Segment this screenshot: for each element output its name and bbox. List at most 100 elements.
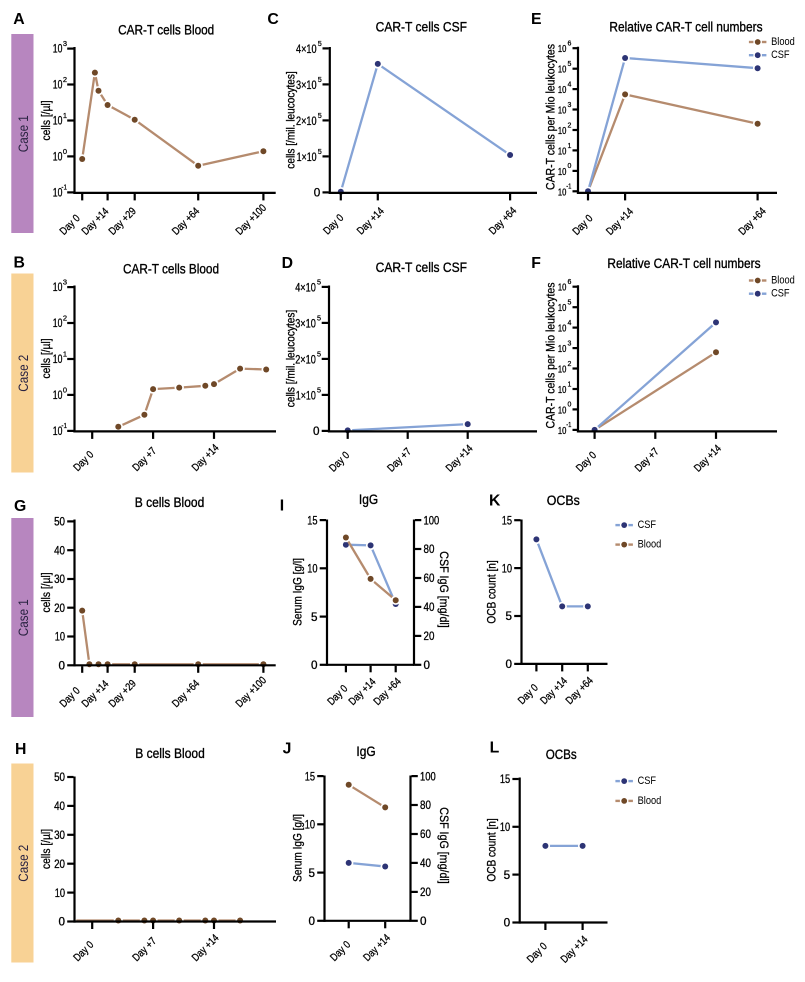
svg-text:0: 0: [424, 659, 431, 672]
svg-text:C: C: [267, 11, 278, 28]
svg-text:5: 5: [317, 385, 321, 394]
svg-text:60: 60: [420, 828, 431, 841]
svg-text:50: 50: [54, 516, 65, 529]
svg-text:40: 40: [424, 601, 435, 614]
svg-text:6: 6: [567, 279, 571, 286]
svg-text:10: 10: [53, 116, 63, 128]
svg-text:CSF: CSF: [638, 775, 657, 787]
svg-text:cells [/µl]: cells [/µl]: [39, 100, 53, 140]
svg-text:1: 1: [63, 349, 67, 358]
svg-text:1: 1: [567, 381, 571, 388]
svg-text:OCBs: OCBs: [547, 493, 580, 509]
svg-text:Case 2: Case 2: [15, 845, 31, 882]
svg-text:H: H: [15, 741, 26, 758]
svg-text:K: K: [489, 492, 501, 509]
svg-text:cells [/µl]: cells [/µl]: [39, 572, 53, 612]
svg-text:10: 10: [558, 385, 567, 396]
svg-text:CSF: CSF: [638, 519, 657, 531]
svg-text:-1: -1: [566, 184, 571, 191]
svg-text:40: 40: [54, 800, 65, 813]
svg-text:15: 15: [500, 773, 511, 786]
svg-text:Blood: Blood: [771, 36, 795, 48]
svg-text:CSF: CSF: [771, 49, 790, 61]
svg-text:CAR-T cells Blood: CAR-T cells Blood: [123, 262, 219, 278]
svg-text:CAR-T cells Blood: CAR-T cells Blood: [118, 22, 214, 38]
svg-text:-1: -1: [566, 422, 571, 429]
svg-text:0: 0: [567, 402, 571, 409]
svg-text:0: 0: [420, 915, 427, 928]
svg-text:2: 2: [567, 122, 571, 129]
svg-text:10: 10: [53, 318, 63, 330]
svg-text:10: 10: [53, 187, 63, 199]
svg-text:3: 3: [567, 102, 571, 109]
svg-text:4: 4: [567, 320, 571, 327]
svg-text:OCBs: OCBs: [546, 747, 577, 763]
svg-text:0: 0: [505, 658, 512, 671]
svg-text:30: 30: [54, 573, 65, 586]
svg-text:10: 10: [558, 426, 567, 437]
svg-text:3: 3: [63, 277, 67, 286]
svg-text:3×10: 3×10: [296, 80, 317, 92]
svg-text:0: 0: [63, 385, 67, 394]
svg-text:10: 10: [558, 365, 567, 376]
svg-text:100: 100: [420, 770, 436, 783]
svg-text:B cells Blood: B cells Blood: [135, 746, 205, 762]
svg-text:3: 3: [63, 39, 67, 48]
svg-text:0: 0: [308, 915, 315, 928]
svg-text:2: 2: [63, 75, 67, 84]
svg-text:L: L: [490, 740, 500, 757]
svg-text:CAR-T cells per Mio leukocytes: CAR-T cells per Mio leukocytes: [544, 44, 558, 190]
svg-text:10: 10: [53, 282, 63, 294]
svg-text:5: 5: [567, 61, 571, 68]
svg-text:10: 10: [53, 426, 63, 438]
svg-text:15: 15: [305, 770, 316, 783]
svg-text:6: 6: [567, 41, 571, 48]
svg-text:3×10: 3×10: [295, 318, 316, 330]
svg-text:10: 10: [53, 354, 63, 366]
svg-text:J: J: [283, 740, 292, 757]
svg-text:5: 5: [317, 313, 321, 322]
svg-text:10: 10: [558, 303, 567, 314]
svg-text:OCB count [n]: OCB count [n]: [485, 818, 499, 881]
svg-text:5: 5: [317, 277, 321, 286]
svg-text:10: 10: [558, 167, 567, 178]
svg-text:5: 5: [318, 75, 322, 84]
svg-text:10: 10: [305, 819, 316, 832]
svg-text:2: 2: [567, 361, 571, 368]
svg-text:0: 0: [567, 163, 571, 170]
svg-text:4×10: 4×10: [296, 44, 317, 56]
svg-text:-1: -1: [61, 421, 67, 430]
svg-text:cells [/mil. leucocytes]: cells [/mil. leucocytes]: [283, 310, 297, 407]
svg-text:D: D: [282, 255, 293, 272]
svg-text:Serum IgG [g/l]: Serum IgG [g/l]: [291, 558, 305, 626]
svg-text:0: 0: [313, 425, 320, 438]
svg-text:30: 30: [54, 829, 65, 842]
svg-text:IgG: IgG: [359, 492, 378, 508]
svg-text:80: 80: [420, 799, 431, 812]
svg-text:2×10: 2×10: [295, 354, 316, 366]
svg-text:Blood: Blood: [638, 539, 662, 551]
svg-text:0: 0: [58, 916, 65, 929]
svg-text:1×10: 1×10: [297, 152, 317, 164]
svg-text:Case 1: Case 1: [15, 115, 31, 152]
svg-text:2×10: 2×10: [296, 116, 317, 128]
svg-text:15: 15: [502, 514, 513, 527]
svg-text:10: 10: [558, 405, 567, 416]
svg-text:B: B: [14, 254, 25, 271]
svg-text:10: 10: [500, 821, 511, 834]
svg-text:Case 2: Case 2: [15, 355, 31, 392]
svg-text:CSF IgG [mg/dl]: CSF IgG [mg/dl]: [437, 551, 451, 628]
svg-text:E: E: [531, 11, 542, 28]
svg-text:40: 40: [420, 857, 431, 870]
svg-text:CAR-T cells CSF: CAR-T cells CSF: [376, 260, 468, 276]
svg-text:20: 20: [54, 602, 65, 615]
svg-text:CAR-T cells CSF: CAR-T cells CSF: [376, 20, 468, 36]
svg-text:15: 15: [307, 514, 318, 527]
svg-text:5: 5: [567, 299, 571, 306]
svg-text:10: 10: [558, 187, 567, 198]
svg-text:IgG: IgG: [356, 744, 375, 760]
svg-text:20: 20: [424, 630, 435, 643]
svg-text:1: 1: [63, 111, 67, 120]
svg-text:10: 10: [55, 631, 66, 644]
svg-text:-1: -1: [61, 183, 67, 192]
